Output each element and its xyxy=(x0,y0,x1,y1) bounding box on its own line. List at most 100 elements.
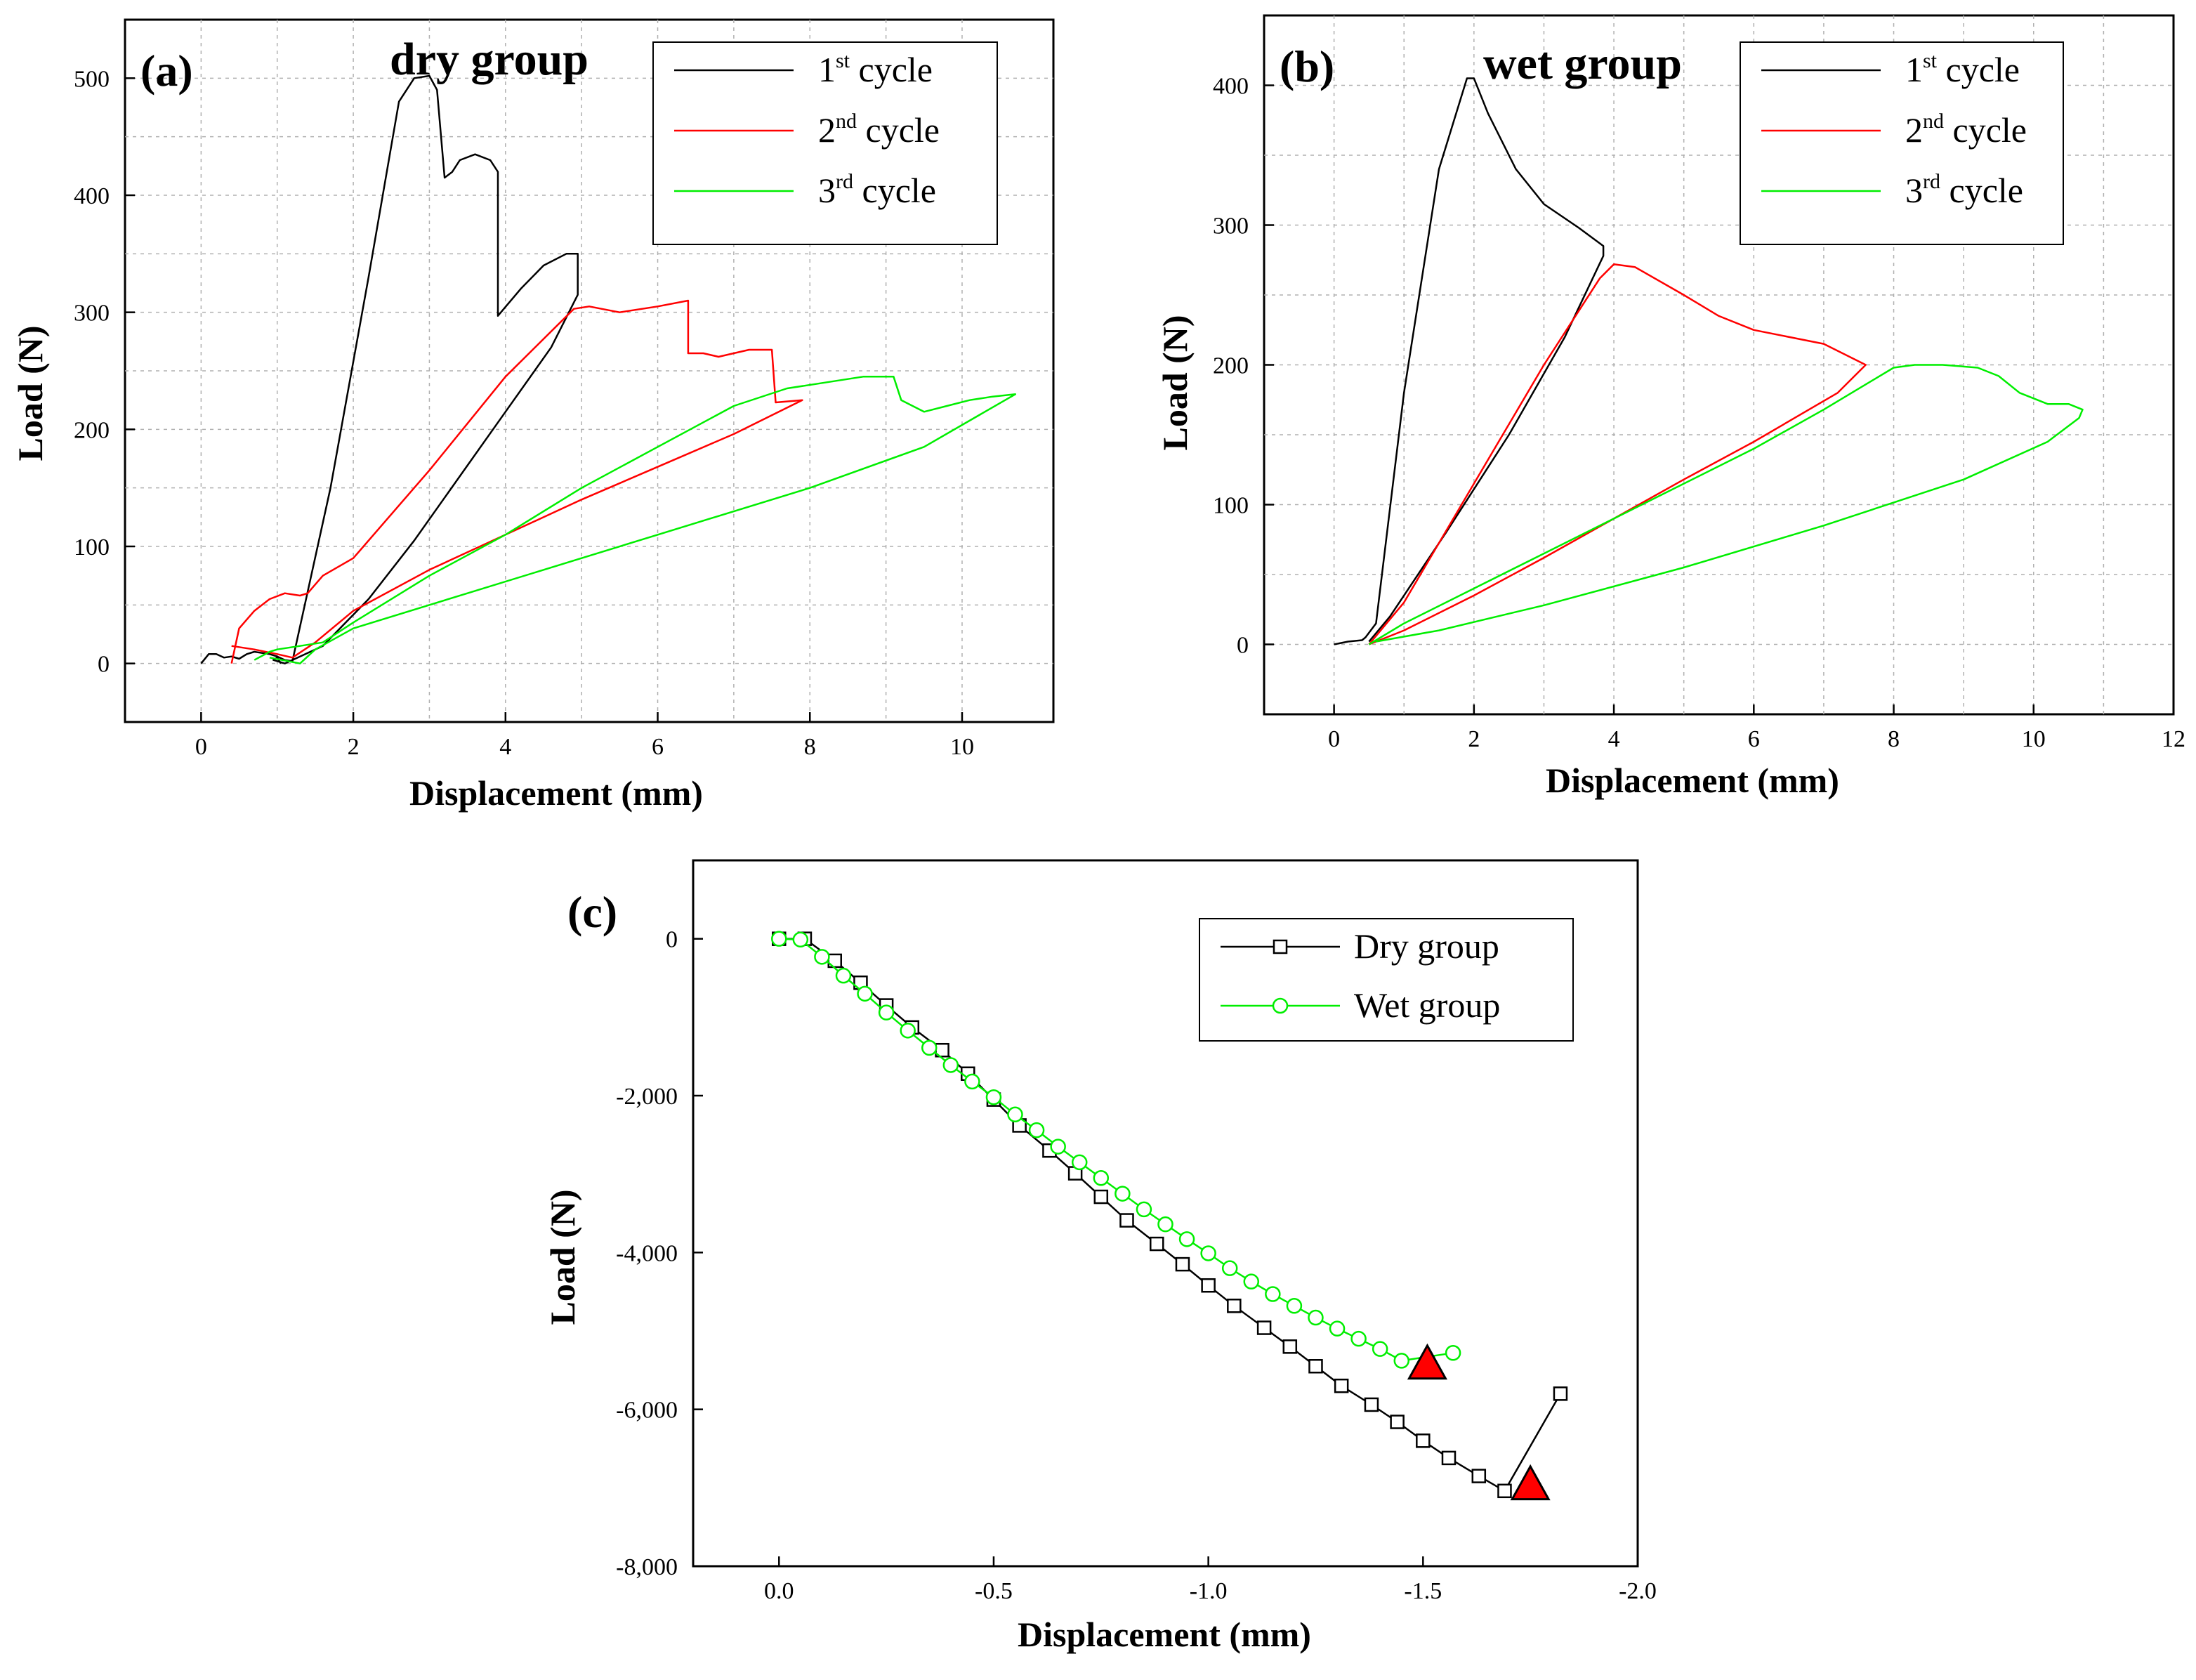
data-point xyxy=(1372,1341,1388,1357)
series-line xyxy=(1368,364,2084,645)
panel-c-label: (c) xyxy=(567,887,617,937)
panel-c-series xyxy=(771,931,1568,1499)
panel-a-label: (a) xyxy=(140,46,193,96)
data-point xyxy=(1364,1397,1379,1412)
data-point xyxy=(1119,1213,1134,1228)
legend-label: 3rd cycle xyxy=(818,170,936,210)
data-point xyxy=(1136,1201,1152,1218)
legend-marker xyxy=(1272,997,1289,1014)
x-tick-label: 10 xyxy=(950,734,974,760)
legend-label: 2nd cycle xyxy=(1905,110,2027,150)
data-point xyxy=(1445,1345,1461,1361)
panel-b-title: wet group xyxy=(1483,38,1682,89)
x-tick-label: 8 xyxy=(804,734,816,760)
panel-c-annotations xyxy=(1407,1343,1551,1501)
data-point xyxy=(814,949,830,965)
data-point xyxy=(1553,1386,1568,1401)
series-line xyxy=(1334,77,1605,645)
panel-a-legend: 1st cycle 2nd cycle 3rd cycle xyxy=(652,41,998,245)
panel-b-x-axis-title: Displacement (mm) xyxy=(1546,761,1839,800)
x-tick-label: -2.0 xyxy=(1619,1578,1657,1604)
panel-a-title: dry group xyxy=(390,34,589,85)
series-3rd-cycle xyxy=(1368,364,2084,645)
data-point xyxy=(985,1089,1002,1105)
data-point xyxy=(1471,1469,1487,1483)
legend-label: 2nd cycle xyxy=(818,110,940,150)
x-tick-label: 0 xyxy=(195,734,207,760)
y-tick-label: -2,000 xyxy=(616,1084,678,1110)
legend-label: Wet group xyxy=(1354,985,1500,1025)
panel-b-label: (b) xyxy=(1280,41,1334,91)
y-tick-label: -8,000 xyxy=(616,1554,678,1580)
data-point xyxy=(835,967,852,984)
data-point xyxy=(1093,1170,1110,1186)
data-point xyxy=(1393,1353,1409,1369)
x-tick-label: 0.0 xyxy=(764,1578,794,1604)
y-tick-label: 300 xyxy=(1213,214,1249,239)
data-point xyxy=(1115,1186,1131,1202)
panel-a-x-axis-title: Displacement (mm) xyxy=(409,773,703,813)
data-point xyxy=(771,931,787,947)
data-point xyxy=(1390,1415,1405,1429)
data-point xyxy=(1334,1378,1349,1393)
x-tick-label: -1.5 xyxy=(1404,1578,1442,1604)
series-wet-group xyxy=(771,931,1461,1369)
data-point xyxy=(1093,1189,1109,1205)
x-tick-label: 12 xyxy=(2162,726,2185,752)
data-point xyxy=(1308,1359,1323,1374)
y-tick-label: 0 xyxy=(1237,633,1249,659)
data-point xyxy=(1308,1309,1324,1326)
panel-c-chart: 0.0 -0.5 -1.0 -1.5 -2.0 0 -2,000 -4,000 -6,000 -8… xyxy=(543,859,1657,1654)
y-tick-label: 300 xyxy=(74,301,110,327)
x-tick-label: 4 xyxy=(1608,726,1620,752)
failure-point-triangle xyxy=(1407,1343,1447,1380)
data-point xyxy=(942,1057,959,1073)
panel-b-legend-box xyxy=(1740,41,2064,245)
series-line xyxy=(230,299,803,664)
data-point xyxy=(1282,1339,1298,1354)
legend-label: Dry group xyxy=(1354,926,1499,966)
y-tick-label: -6,000 xyxy=(616,1398,678,1424)
y-tick-label: 200 xyxy=(1213,353,1249,379)
data-point xyxy=(1265,1286,1281,1302)
x-tick-label: -1.0 xyxy=(1190,1578,1228,1604)
panel-c-axis-ticks: 0.0 -0.5 -1.0 -1.5 -2.0 0 -2,000 -4,000 -6,000 -8… xyxy=(616,927,1657,1604)
series-3rd-cycle xyxy=(254,376,1017,664)
data-point xyxy=(1243,1273,1260,1289)
x-tick-label: 4 xyxy=(499,734,511,760)
x-tick-label: 6 xyxy=(652,734,664,760)
data-point xyxy=(1157,1216,1173,1233)
data-point xyxy=(900,1023,916,1039)
data-point xyxy=(1350,1330,1367,1347)
data-point xyxy=(921,1039,938,1056)
data-point xyxy=(1221,1260,1238,1276)
panel-a-series xyxy=(200,74,1017,664)
data-point xyxy=(1286,1298,1303,1314)
data-point xyxy=(1028,1122,1045,1138)
data-point xyxy=(1178,1231,1195,1247)
data-point xyxy=(1227,1299,1242,1313)
series-1st-cycle xyxy=(200,74,579,664)
panel-b-y-axis-title: Load (N) xyxy=(1155,315,1195,450)
data-point xyxy=(1329,1320,1346,1337)
panel-c-legend-box xyxy=(1199,918,1574,1042)
panel-b-chart: 0 2 4 6 8 10 12 0 100 200 300 400 (b) wet group Dis… xyxy=(1155,14,2185,800)
series-2nd-cycle xyxy=(230,299,803,664)
panel-b-series xyxy=(1334,77,2084,645)
data-point xyxy=(1441,1450,1457,1466)
data-point xyxy=(1497,1483,1512,1499)
panel-a-y-axis-title: Load (N) xyxy=(11,325,50,461)
data-point xyxy=(857,985,873,1002)
panel-a-legend-box xyxy=(652,41,998,245)
x-tick-label: 10 xyxy=(2022,726,2046,752)
y-tick-label: 100 xyxy=(1213,493,1249,519)
series-1st-cycle xyxy=(1334,77,1605,645)
series-line xyxy=(1368,263,1867,645)
data-point xyxy=(1201,1278,1216,1293)
x-tick-label: 8 xyxy=(1888,726,1900,752)
panel-c-x-axis-title: Displacement (mm) xyxy=(1018,1615,1311,1654)
data-point xyxy=(1071,1154,1088,1171)
panel-c-legend: Dry group Wet group xyxy=(1199,918,1574,1042)
